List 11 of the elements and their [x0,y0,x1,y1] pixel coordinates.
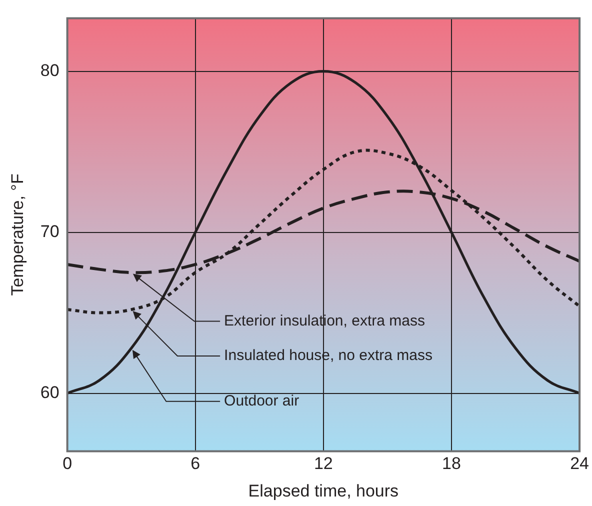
text: Outdoor air [224,392,300,410]
y-tick-label: 60 [40,382,60,402]
x-tick-label: 18 [442,454,461,474]
x-tick-label: 6 [190,454,200,474]
y-axis-title: Temperature, °F [8,174,27,296]
x-tick-label: 24 [570,454,590,474]
x-tick-label: 12 [314,454,333,474]
y-tick-label: 80 [40,61,60,80]
x-axis-title: Elapsed time, hours [248,481,399,500]
x-tick-label: 0 [62,454,72,474]
y-tick-label: 70 [40,222,60,241]
